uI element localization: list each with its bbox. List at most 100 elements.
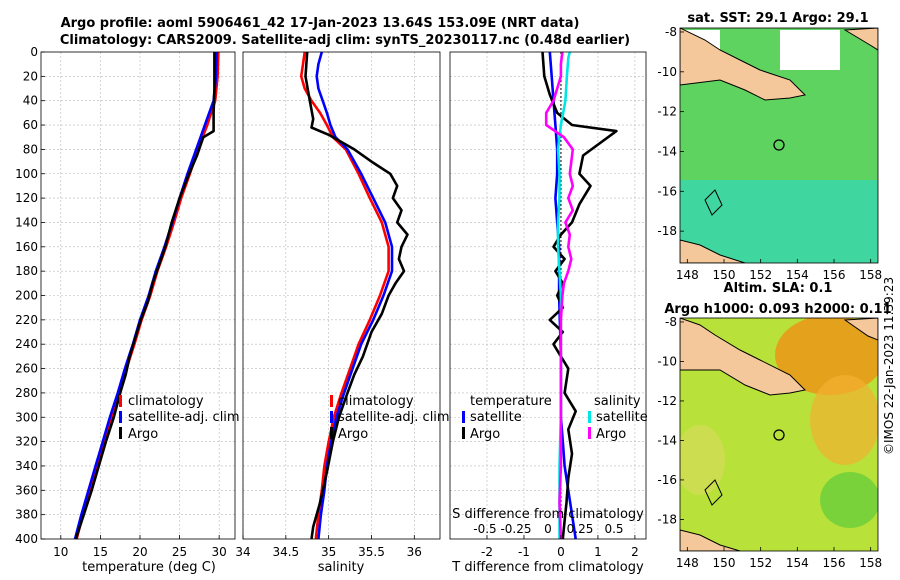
reef-outline: [704, 479, 723, 506]
x-tick-label: 34.5: [272, 545, 299, 559]
x-tick-label: -1: [518, 545, 530, 559]
title-line-2: Climatology: CARS2009. Satellite-adj cli…: [60, 33, 630, 48]
land-australia: [680, 239, 746, 263]
land-png: [680, 318, 807, 396]
map-x-tick-label: 148: [676, 268, 699, 282]
diff-legend-marker-t-satellite: [462, 411, 465, 423]
sla-low: [820, 472, 878, 528]
series-line-argo: [304, 51, 409, 540]
y-tick-label: 240: [15, 337, 38, 351]
map-y-tick-label: -18: [657, 224, 677, 238]
sst-map-frame: [679, 27, 879, 264]
x-tick-label: 35.5: [358, 545, 385, 559]
s-difference-xlabel: S difference from climatology: [452, 507, 644, 522]
map-x-tick-label: 156: [823, 556, 846, 570]
title-line-1: Argo profile: aoml 5906461_42 17-Jan-202…: [61, 16, 580, 31]
map-x-tick-label: 152: [749, 268, 772, 282]
sal-legend-label-argo: Argo: [338, 427, 368, 442]
sla-map: 148 150 152 154 156 158 -8 -10 -12 -14 -16 -18: [657, 315, 882, 570]
map-x-tick-label: 156: [823, 268, 846, 282]
legend-label-argo: Argo: [128, 427, 158, 442]
map-y-tick-label: -8: [665, 25, 677, 39]
map-y-tick-label: -10: [657, 65, 677, 79]
y-tick-label: 160: [15, 240, 38, 254]
x-tick-label: 34: [235, 545, 250, 559]
salinity-panel-frame: [242, 51, 441, 540]
series-line-argo: [74, 52, 216, 540]
salinity-xlabel: salinity: [318, 560, 365, 575]
y-tick-label: 60: [23, 118, 38, 132]
t-difference-xlabel: T difference from climatology: [451, 560, 644, 575]
map-y-tick-label: -10: [657, 354, 677, 368]
map-y-tick-label: -18: [657, 512, 677, 526]
s-tick-label: 0.5: [604, 522, 623, 536]
sal-legend-marker-argo: [330, 427, 333, 439]
x-tick-label: -2: [481, 545, 493, 559]
map-y-tick-label: -12: [657, 105, 677, 119]
map-x-tick-label: 158: [859, 268, 882, 282]
y-tick-label: 20: [23, 69, 38, 83]
diff-legend-label-t-argo: Argo: [470, 427, 500, 442]
y-tick-label: 260: [15, 362, 38, 376]
y-tick-label: 320: [15, 435, 38, 449]
x-tick-label: 10: [53, 545, 68, 559]
x-tick-label: 1: [594, 545, 602, 559]
diff-legend-label-s-satellite: satellite: [596, 410, 648, 425]
map-x-tick-label: 150: [713, 556, 736, 570]
map-y-tick-label: -14: [657, 144, 677, 158]
sal-legend-label-satellite: satellite-adj. clim: [338, 410, 450, 425]
sla-map-title: Altim. SLA: 0.1: [724, 281, 833, 296]
sst-map: 148 150 152 154 156 158 -8 -10 -12 -14 -16 -18: [657, 25, 882, 282]
map-y-tick-label: -14: [657, 433, 677, 447]
sla-map-frame: [679, 317, 879, 552]
x-tick-label: 2: [631, 545, 639, 559]
x-tick-label: 36: [407, 545, 422, 559]
x-tick-label: 0: [557, 545, 565, 559]
sst-map-title: sat. SST: 29.1 Argo: 29.1: [687, 11, 868, 26]
diff-legend-marker-s-argo: [588, 427, 591, 439]
y-tick-label: 360: [15, 483, 38, 497]
land-australia: [680, 529, 741, 551]
s-tick-label: 0.25: [567, 522, 594, 536]
salinity-legend: climatology satellite-adj. clim Argo: [330, 394, 450, 442]
y-tick-label: 300: [15, 410, 38, 424]
temperature-panel: 10 15 20 25 30020406080100120140160180200220…: [15, 45, 240, 575]
map-x-tick-label: 154: [786, 268, 809, 282]
y-tick-label: 80: [23, 142, 38, 156]
map-y-tick-label: -16: [657, 184, 677, 198]
y-tick-label: 100: [15, 167, 38, 181]
sal-legend-marker-climatology: [330, 395, 333, 407]
map-x-tick-label: 148: [676, 556, 699, 570]
map-y-tick-label: -12: [657, 394, 677, 408]
salinity-panel: 34 34.5 35 35.5 36 salinity climatology sate…: [235, 51, 450, 575]
legend-label-satellite: satellite-adj. clim: [128, 410, 240, 425]
y-tick-label: 340: [15, 459, 38, 473]
diff-legend-label-t-satellite: satellite: [470, 410, 522, 425]
sal-legend-label-climatology: climatology: [338, 394, 414, 409]
credit-text: ©IMOS 22-Jan-2023 11:39:23: [882, 277, 896, 455]
sla-map-subtitle: Argo h1000: 0.093 h2000: 0.11: [664, 302, 891, 317]
x-tick-label: 25: [172, 545, 187, 559]
diff-legend-label-s-argo: Argo: [596, 427, 626, 442]
series-line-climatology: [299, 51, 390, 540]
map-y-tick-label: -8: [665, 315, 677, 329]
sst-missing-data: [780, 30, 840, 70]
y-tick-label: 120: [15, 191, 38, 205]
diff-legend-marker-t-argo: [462, 427, 465, 439]
difference-panel: -2 -1 0 1 2 T difference from climatology S …: [449, 51, 648, 575]
profile-location-marker: [773, 429, 785, 441]
legend-marker-satellite: [119, 411, 122, 423]
sla-high: [775, 318, 878, 395]
reef-outline: [704, 189, 723, 216]
x-tick-label: 35: [321, 545, 336, 559]
x-tick-label: 30: [212, 545, 227, 559]
y-tick-label: 180: [15, 264, 38, 278]
difference-legend: temperature satellite Argo salinity sate…: [462, 394, 648, 442]
x-tick-label: 20: [132, 545, 147, 559]
map-x-tick-label: 158: [859, 556, 882, 570]
s-tick-label: 0: [544, 522, 552, 536]
map-x-tick-label: 150: [713, 268, 736, 282]
y-tick-label: 380: [15, 508, 38, 522]
legend-marker-argo: [119, 427, 122, 439]
